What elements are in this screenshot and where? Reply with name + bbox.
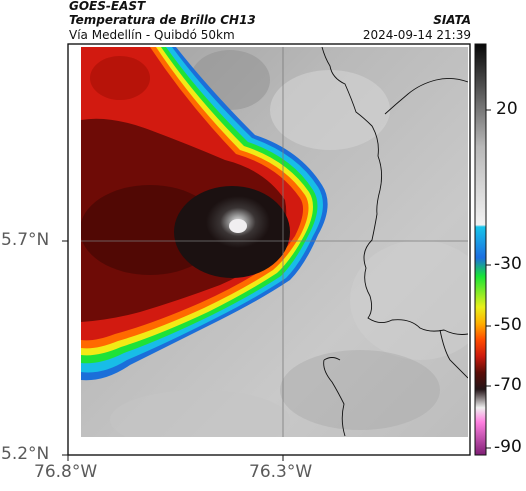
gray-patch (350, 240, 468, 360)
x-tick-label: 76.3°W (249, 462, 313, 482)
admin-border (439, 329, 468, 379)
y-tick-label: 5.2°N (1, 444, 50, 464)
gray-patch (280, 350, 440, 430)
product-title: Temperatura de Brillo CH13 (69, 13, 256, 27)
timestamp: 2024-09-14 21:39 (362, 28, 471, 42)
cloud-band-red-patch (90, 56, 150, 100)
colorbar-label: -90 (494, 437, 522, 457)
organization-label: SIATA (433, 13, 471, 27)
admin-border (321, 47, 468, 335)
colorbar-label: -30 (494, 254, 522, 274)
route-subtitle: Vía Medellín - Quibdó 50km (69, 28, 235, 42)
cold-core-peak (229, 219, 247, 233)
admin-border (384, 77, 468, 115)
map-nodata-strip (81, 437, 468, 454)
x-tick-label: 76.8°W (34, 462, 98, 482)
map-border (67, 43, 471, 456)
gray-patch (110, 390, 290, 437)
colorbar-label: -50 (494, 315, 522, 335)
colorbar-label: -70 (494, 375, 522, 395)
admin-border (323, 357, 341, 361)
gray-patch (270, 70, 390, 150)
colorbar-label: 20 (496, 99, 518, 119)
admin-border (323, 359, 346, 437)
colorbar (474, 43, 487, 456)
satellite-title: GOES-EAST (69, 0, 146, 13)
map-image (81, 47, 468, 437)
y-tick-label: 5.7°N (1, 230, 50, 250)
